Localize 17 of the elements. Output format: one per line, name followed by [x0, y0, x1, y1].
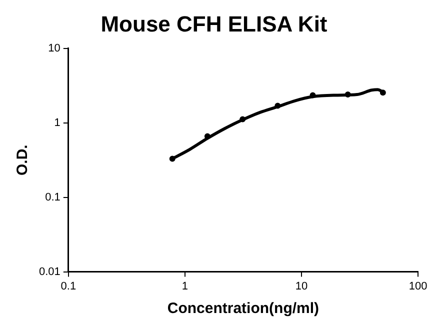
x-axis-title: Concentration(ng/ml): [167, 300, 320, 318]
chart-title: Mouse CFH ELISA Kit: [100, 11, 328, 36]
y-axis-title: O.D.: [14, 144, 32, 176]
x-tick-label: 100: [408, 280, 428, 292]
x-tick-label: 10: [295, 280, 308, 292]
x-tick-label: 0.1: [60, 280, 76, 292]
point: [310, 92, 316, 98]
x-tick-label: 1: [182, 280, 188, 292]
point: [274, 102, 281, 109]
point: [380, 90, 386, 96]
point: [169, 156, 176, 162]
y-tick-label: 0.1: [45, 191, 60, 204]
y-tick-label: 1: [54, 116, 60, 129]
y-tick-label: 10: [48, 42, 60, 54]
point: [240, 116, 246, 122]
y-tick-label: 0.01: [38, 266, 60, 278]
point: [344, 92, 351, 98]
